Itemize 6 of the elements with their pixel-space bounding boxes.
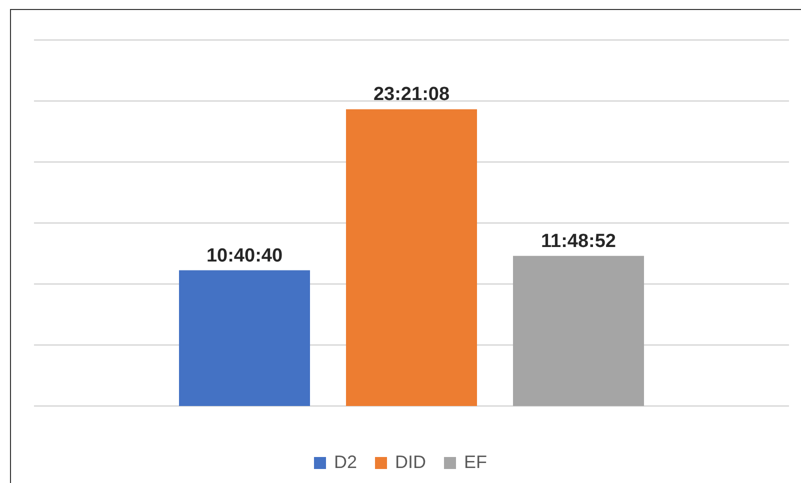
data-label: 10:40:40 (206, 245, 283, 266)
legend-label: D2 (334, 452, 357, 473)
data-label: 11:48:52 (540, 230, 616, 252)
data-label: 23:21:08 (373, 84, 450, 106)
legend-label: EF (464, 452, 488, 473)
legend-label: DID (395, 452, 426, 473)
